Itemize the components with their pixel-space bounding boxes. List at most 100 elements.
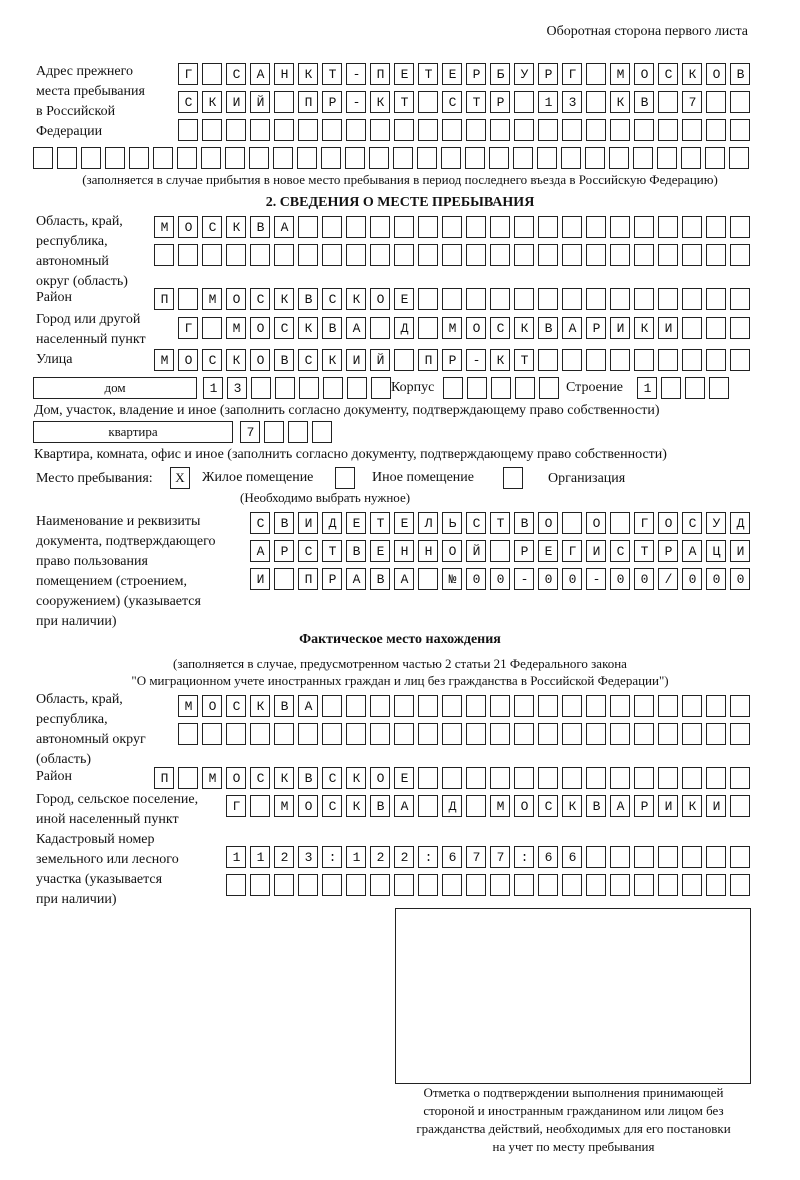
char-cell[interactable] bbox=[202, 119, 222, 141]
char-cell[interactable] bbox=[658, 723, 678, 745]
char-cell[interactable] bbox=[682, 540, 702, 562]
char-cell[interactable] bbox=[298, 767, 318, 789]
char-cell[interactable] bbox=[226, 723, 246, 745]
flat-type-field[interactable]: квартира bbox=[33, 421, 233, 443]
char-cell[interactable] bbox=[202, 63, 222, 85]
char-cell[interactable] bbox=[202, 695, 222, 717]
char-cell[interactable] bbox=[226, 874, 246, 896]
char-cell[interactable] bbox=[466, 512, 486, 534]
char-cell[interactable] bbox=[370, 244, 390, 266]
char-cell[interactable] bbox=[466, 540, 486, 562]
char-cell[interactable] bbox=[394, 119, 414, 141]
char-cell[interactable] bbox=[706, 874, 726, 896]
char-cell[interactable] bbox=[442, 874, 462, 896]
char-cell[interactable] bbox=[706, 846, 726, 868]
char-cell[interactable] bbox=[443, 377, 463, 399]
char-cell[interactable] bbox=[562, 119, 582, 141]
char-cell[interactable] bbox=[682, 288, 702, 310]
char-cell[interactable] bbox=[226, 695, 246, 717]
char-cell[interactable] bbox=[586, 723, 606, 745]
char-cell[interactable] bbox=[682, 723, 702, 745]
char-cell[interactable] bbox=[322, 795, 342, 817]
char-cell[interactable] bbox=[418, 91, 438, 113]
char-cell[interactable] bbox=[658, 695, 678, 717]
char-cell[interactable] bbox=[346, 288, 366, 310]
char-cell[interactable] bbox=[562, 288, 582, 310]
char-cell[interactable] bbox=[322, 874, 342, 896]
char-cell[interactable] bbox=[658, 846, 678, 868]
char-cell[interactable] bbox=[178, 723, 198, 745]
char-cell[interactable] bbox=[610, 795, 630, 817]
char-cell[interactable] bbox=[490, 795, 510, 817]
char-cell[interactable] bbox=[178, 317, 198, 339]
char-cell[interactable] bbox=[178, 244, 198, 266]
char-cell[interactable] bbox=[466, 63, 486, 85]
char-cell[interactable] bbox=[706, 349, 726, 371]
char-cell[interactable] bbox=[514, 795, 534, 817]
char-cell[interactable] bbox=[562, 874, 582, 896]
char-cell[interactable] bbox=[250, 317, 270, 339]
char-cell[interactable] bbox=[706, 244, 726, 266]
char-cell[interactable] bbox=[634, 317, 654, 339]
char-cell[interactable] bbox=[322, 512, 342, 534]
char-cell[interactable] bbox=[394, 317, 414, 339]
char-cell[interactable] bbox=[394, 767, 414, 789]
char-cell[interactable] bbox=[322, 91, 342, 113]
char-cell[interactable] bbox=[178, 349, 198, 371]
char-cell[interactable] bbox=[658, 91, 678, 113]
char-cell[interactable] bbox=[178, 288, 198, 310]
char-cell[interactable] bbox=[394, 244, 414, 266]
char-cell[interactable] bbox=[322, 119, 342, 141]
char-cell[interactable] bbox=[658, 540, 678, 562]
char-cell[interactable] bbox=[153, 147, 173, 169]
char-cell[interactable] bbox=[178, 119, 198, 141]
char-cell[interactable] bbox=[264, 421, 284, 443]
char-cell[interactable] bbox=[322, 317, 342, 339]
char-cell[interactable] bbox=[274, 244, 294, 266]
char-cell[interactable] bbox=[562, 540, 582, 562]
char-cell[interactable] bbox=[226, 846, 246, 868]
char-cell[interactable] bbox=[730, 874, 750, 896]
char-cell[interactable] bbox=[705, 147, 725, 169]
char-cell[interactable] bbox=[685, 377, 705, 399]
char-cell[interactable] bbox=[634, 349, 654, 371]
char-cell[interactable] bbox=[370, 512, 390, 534]
char-cell[interactable] bbox=[346, 540, 366, 562]
char-cell[interactable] bbox=[514, 91, 534, 113]
char-cell[interactable] bbox=[537, 147, 557, 169]
char-cell[interactable] bbox=[418, 288, 438, 310]
char-cell[interactable] bbox=[370, 767, 390, 789]
char-cell[interactable] bbox=[250, 540, 270, 562]
char-cell[interactable] bbox=[370, 874, 390, 896]
char-cell[interactable] bbox=[562, 723, 582, 745]
char-cell[interactable] bbox=[466, 695, 486, 717]
char-cell[interactable] bbox=[418, 723, 438, 745]
char-cell[interactable] bbox=[442, 568, 462, 590]
char-cell[interactable] bbox=[515, 377, 535, 399]
char-cell[interactable] bbox=[298, 288, 318, 310]
char-cell[interactable] bbox=[250, 91, 270, 113]
char-cell[interactable] bbox=[682, 846, 702, 868]
char-cell[interactable] bbox=[514, 317, 534, 339]
char-cell[interactable] bbox=[154, 288, 174, 310]
char-cell[interactable] bbox=[562, 767, 582, 789]
char-cell[interactable] bbox=[658, 288, 678, 310]
checkbox-residential[interactable]: Х bbox=[170, 467, 190, 489]
char-cell[interactable] bbox=[346, 91, 366, 113]
char-cell[interactable] bbox=[298, 216, 318, 238]
char-cell[interactable] bbox=[442, 63, 462, 85]
char-cell[interactable] bbox=[370, 349, 390, 371]
char-cell[interactable] bbox=[490, 512, 510, 534]
char-cell[interactable] bbox=[346, 795, 366, 817]
char-cell[interactable] bbox=[490, 568, 510, 590]
char-cell[interactable] bbox=[514, 288, 534, 310]
char-cell[interactable] bbox=[538, 512, 558, 534]
char-cell[interactable] bbox=[538, 216, 558, 238]
char-cell[interactable] bbox=[177, 147, 197, 169]
char-cell[interactable] bbox=[274, 695, 294, 717]
char-cell[interactable] bbox=[274, 349, 294, 371]
char-cell[interactable] bbox=[442, 795, 462, 817]
char-cell[interactable] bbox=[730, 119, 750, 141]
char-cell[interactable] bbox=[298, 874, 318, 896]
char-cell[interactable] bbox=[730, 91, 750, 113]
